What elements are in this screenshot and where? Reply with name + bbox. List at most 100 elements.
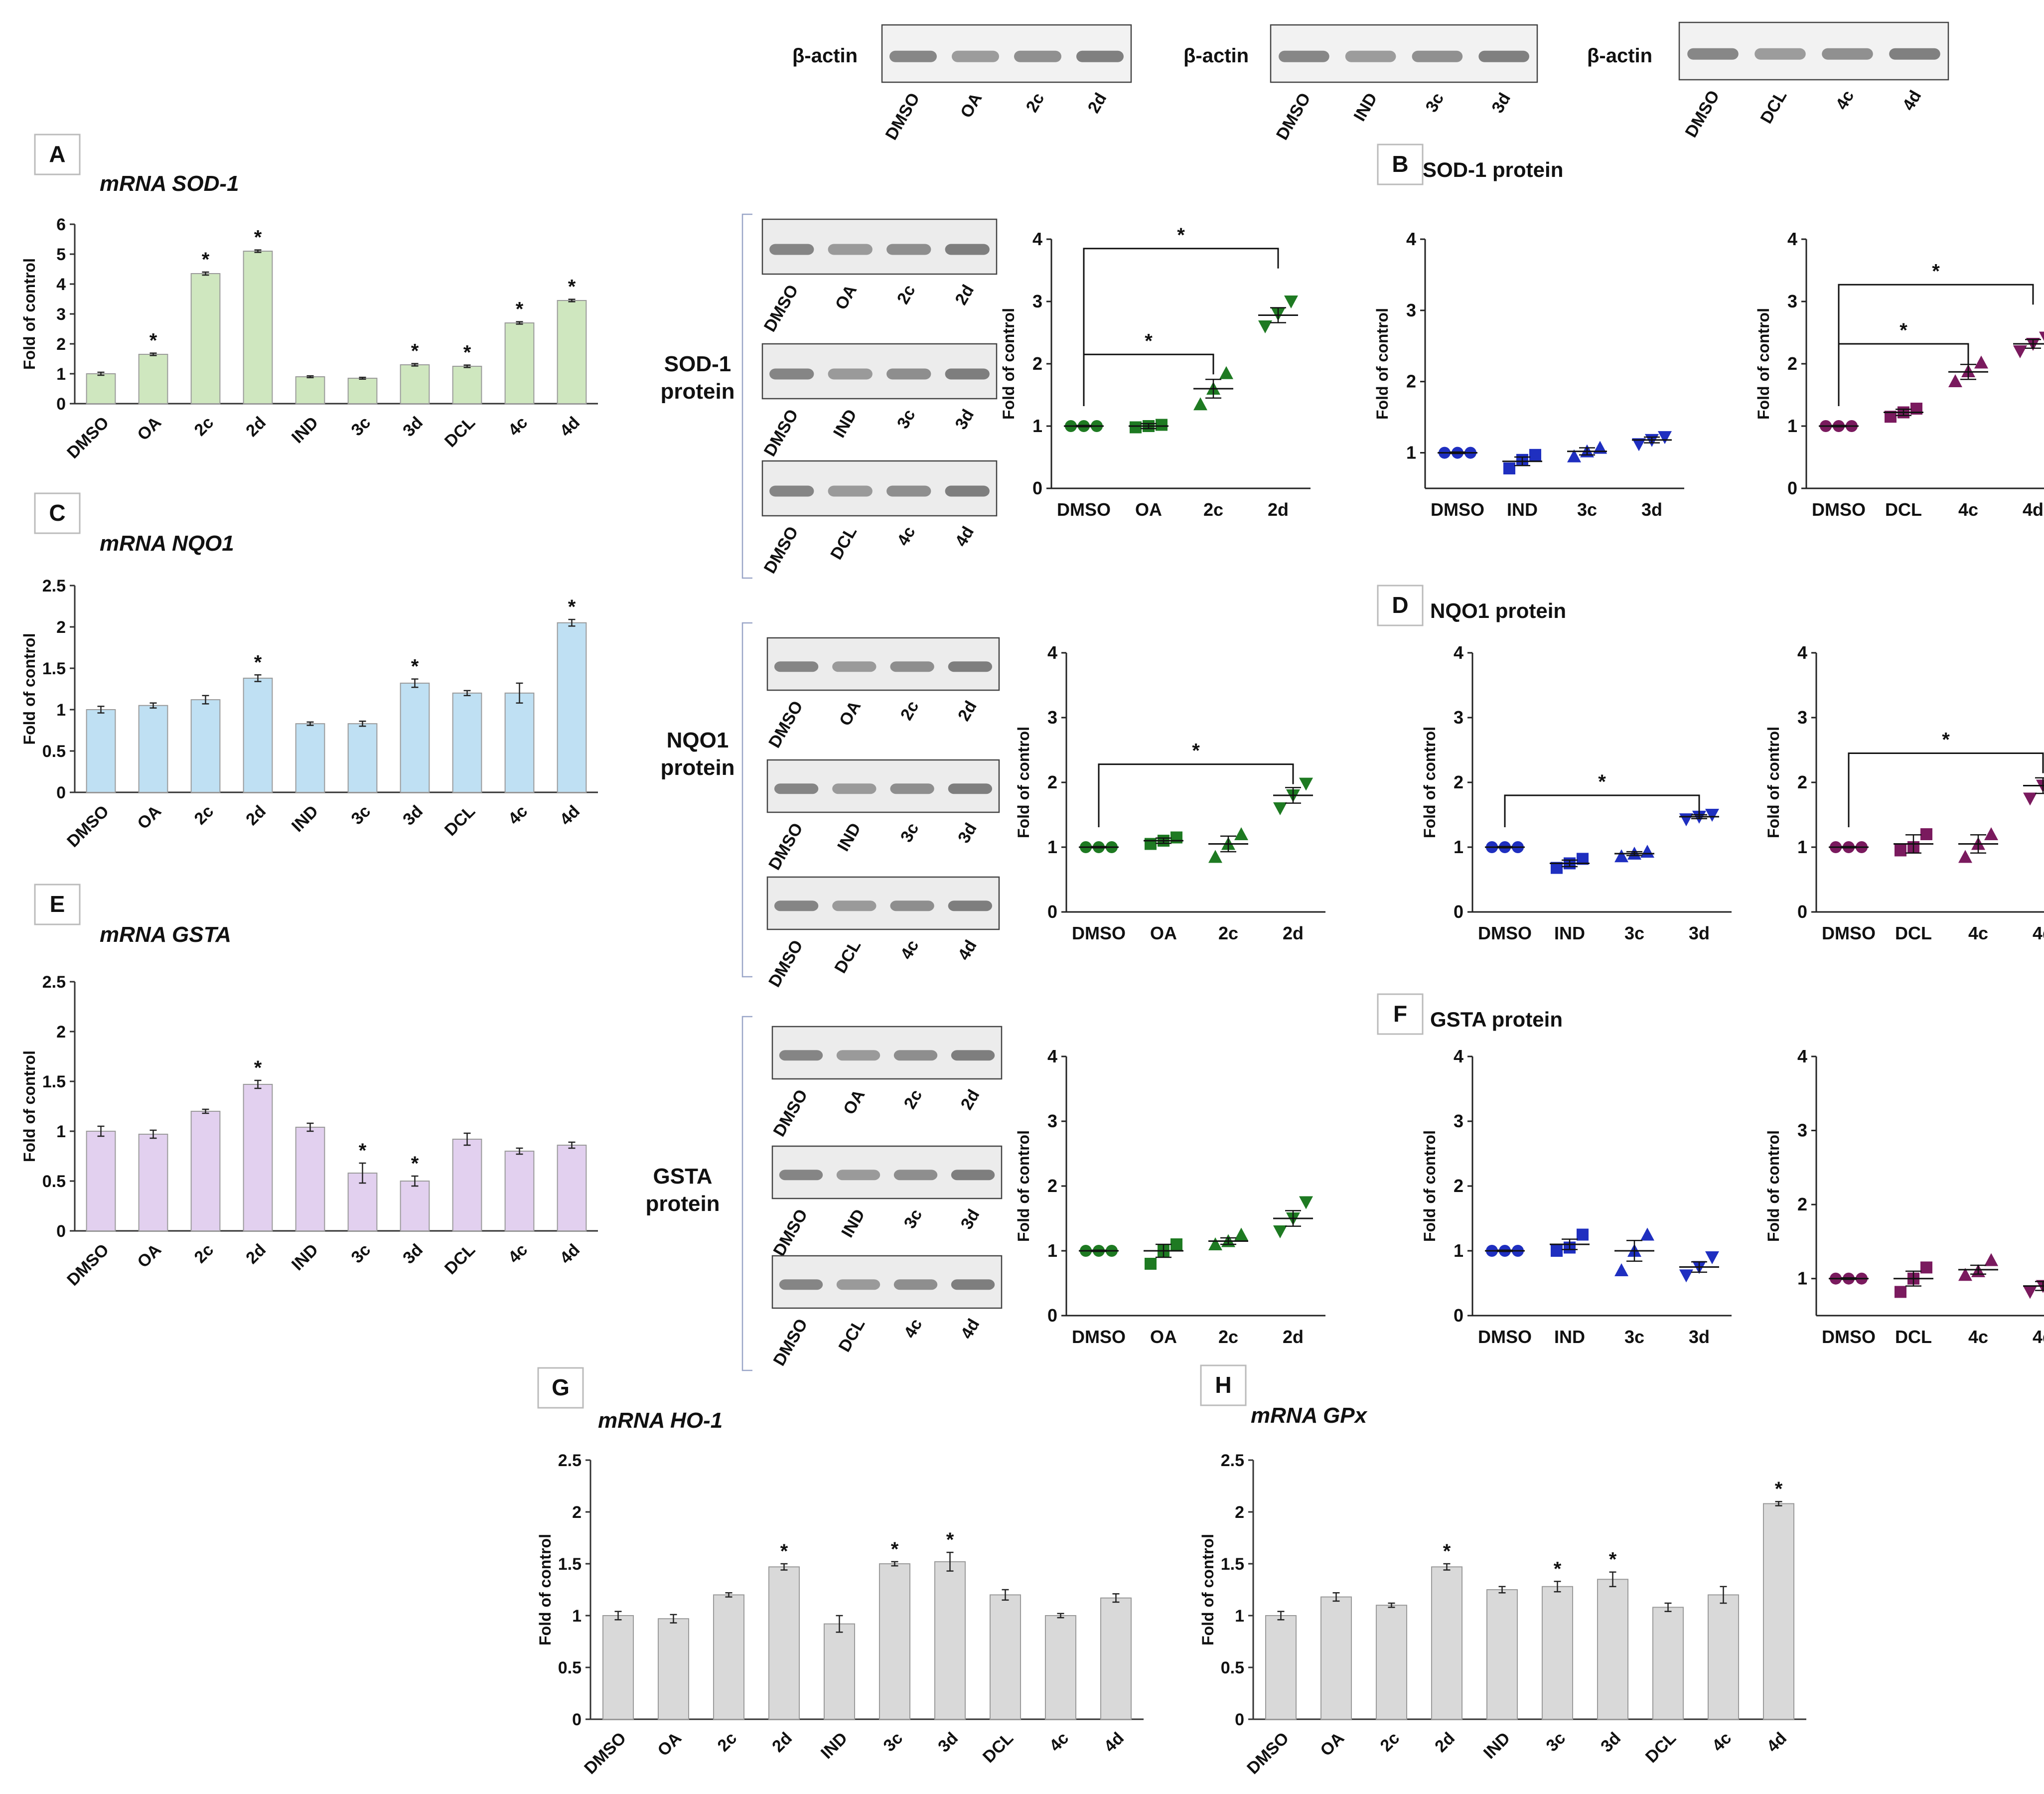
protein-band bbox=[886, 244, 931, 255]
significance-star: * bbox=[1942, 729, 1950, 751]
bar bbox=[138, 1134, 168, 1231]
protein-blot: DMSO IND 3c 3d bbox=[765, 759, 1000, 873]
bar bbox=[452, 1139, 482, 1231]
y-tick-label: 5 bbox=[56, 245, 66, 264]
data-point-triangle-down bbox=[2013, 345, 2027, 358]
x-tick-label: 2d bbox=[1283, 1327, 1304, 1347]
group-bracket bbox=[741, 213, 752, 579]
y-tick-label: 3 bbox=[1797, 1120, 1807, 1141]
bar bbox=[504, 1151, 535, 1231]
protein-blot: DMSO IND 3c 3d bbox=[770, 1145, 1003, 1259]
data-point-triangle-down bbox=[2023, 792, 2037, 806]
protein-band bbox=[779, 1279, 823, 1290]
data-point-square bbox=[1551, 1245, 1563, 1257]
protein-band bbox=[774, 900, 819, 911]
data-point-square bbox=[1145, 838, 1157, 850]
protein-band bbox=[948, 783, 993, 794]
panel-letter-box bbox=[1377, 144, 1424, 185]
bar bbox=[1044, 1615, 1077, 1720]
y-tick-label: 4 bbox=[1454, 1046, 1463, 1066]
y-tick-label: 1 bbox=[1235, 1607, 1244, 1626]
y-tick-label: 0 bbox=[56, 783, 66, 802]
lane-label: DMSO bbox=[765, 937, 807, 990]
y-tick-label: 1 bbox=[1032, 416, 1042, 436]
x-tick-label: 3c bbox=[1577, 499, 1597, 520]
significance-star: * bbox=[411, 656, 419, 678]
data-point-triangle-down bbox=[2023, 1286, 2037, 1299]
y-tick-label: 0.5 bbox=[42, 742, 66, 761]
lane-label: DMSO bbox=[760, 406, 802, 459]
x-tick-label: 4c bbox=[1968, 1327, 1988, 1347]
protein-label-line2: protein bbox=[660, 755, 734, 780]
x-tick-label: 2d bbox=[1431, 1729, 1459, 1756]
protein-band bbox=[828, 244, 873, 255]
significance-star: * bbox=[1932, 260, 1940, 282]
y-tick-label: 2 bbox=[1787, 353, 1797, 374]
data-point-triangle-down bbox=[1705, 1251, 1719, 1264]
protein-band bbox=[945, 485, 990, 497]
y-axis-label: Fold of control bbox=[1000, 308, 1018, 420]
y-axis-label: Fold of control bbox=[1754, 308, 1772, 420]
x-tick-label: 4d bbox=[1100, 1729, 1128, 1756]
x-tick-label: DCL bbox=[1895, 1327, 1932, 1347]
scatter-subplot: 0 1 2 3 4 Fold of control DMSO DCL 4c 4d * bbox=[1764, 642, 2044, 943]
x-tick-label: DMSO bbox=[63, 802, 113, 851]
lane-label: OA bbox=[832, 282, 861, 313]
x-tick-label: DMSO bbox=[1057, 499, 1111, 520]
data-point-triangle bbox=[1974, 355, 1988, 369]
x-tick-label: OA bbox=[1316, 1729, 1348, 1760]
y-tick-label: 1 bbox=[1047, 837, 1057, 857]
beta-actin-label: β-actin bbox=[1587, 45, 1652, 67]
protein-band bbox=[1345, 50, 1396, 62]
y-tick-label: 0 bbox=[1047, 901, 1057, 922]
beta-actin-label: β-actin bbox=[1183, 45, 1249, 67]
y-tick-label: 2 bbox=[56, 335, 66, 354]
lane-label: 2c bbox=[897, 698, 923, 724]
beta-actin-blot: DMSO OA 2c 2d bbox=[881, 24, 1132, 143]
panel-letter: E bbox=[50, 891, 65, 917]
data-point-triangle bbox=[1614, 1263, 1628, 1276]
protein-band bbox=[890, 783, 934, 794]
x-tick-label: 4c bbox=[505, 1240, 532, 1267]
y-tick-label: 3 bbox=[1047, 1111, 1057, 1131]
y-tick-label: 1.5 bbox=[42, 659, 66, 678]
bar bbox=[400, 682, 430, 793]
data-point-square bbox=[1529, 448, 1541, 461]
x-tick-label: 4c bbox=[505, 413, 532, 440]
lane-label: DMSO bbox=[1682, 87, 1724, 141]
lane-label: 4c bbox=[900, 1316, 926, 1342]
panel-letter: G bbox=[552, 1374, 570, 1400]
data-point-triangle bbox=[1234, 827, 1248, 840]
x-tick-label: 4c bbox=[505, 802, 532, 829]
data-point-triangle bbox=[1640, 845, 1654, 858]
protein-band bbox=[889, 50, 937, 62]
y-tick-label: 3 bbox=[1406, 300, 1416, 320]
x-tick-label: 3d bbox=[1689, 1327, 1710, 1347]
protein-band bbox=[1478, 50, 1529, 62]
protein-label-line1: NQO1 bbox=[667, 728, 729, 752]
lane-label: 3d bbox=[951, 406, 978, 433]
significance-star: * bbox=[568, 596, 576, 618]
x-tick-label: DMSO bbox=[1478, 1327, 1532, 1347]
bar bbox=[1100, 1597, 1132, 1720]
protein-band bbox=[948, 900, 993, 911]
bar bbox=[1375, 1605, 1408, 1720]
panel-letter-box bbox=[1377, 993, 1424, 1035]
protein-label-line2: protein bbox=[660, 379, 734, 404]
blot-group: SOD-1 protein DMSO OA 2c 2d DMSO IND 3c 3d DMSO DCL… bbox=[660, 213, 998, 579]
lane-label: DMSO bbox=[765, 698, 807, 751]
x-tick-label: 3d bbox=[1689, 923, 1710, 943]
significance-star: * bbox=[254, 651, 262, 673]
x-tick-label: DMSO bbox=[1478, 923, 1532, 943]
scatter-chart-D: D NQO1 protein 0 1 2 3 4 Fold of control DMSO OA 2… bbox=[1015, 585, 2044, 943]
bar bbox=[295, 376, 325, 404]
x-tick-label: IND bbox=[288, 802, 322, 836]
x-tick-label: 2c bbox=[1218, 1327, 1238, 1347]
data-point-triangle-down bbox=[2039, 331, 2044, 341]
lane-label: 3c bbox=[1422, 90, 1448, 116]
protein-blot: DMSO DCL 4c 4d bbox=[760, 460, 998, 577]
